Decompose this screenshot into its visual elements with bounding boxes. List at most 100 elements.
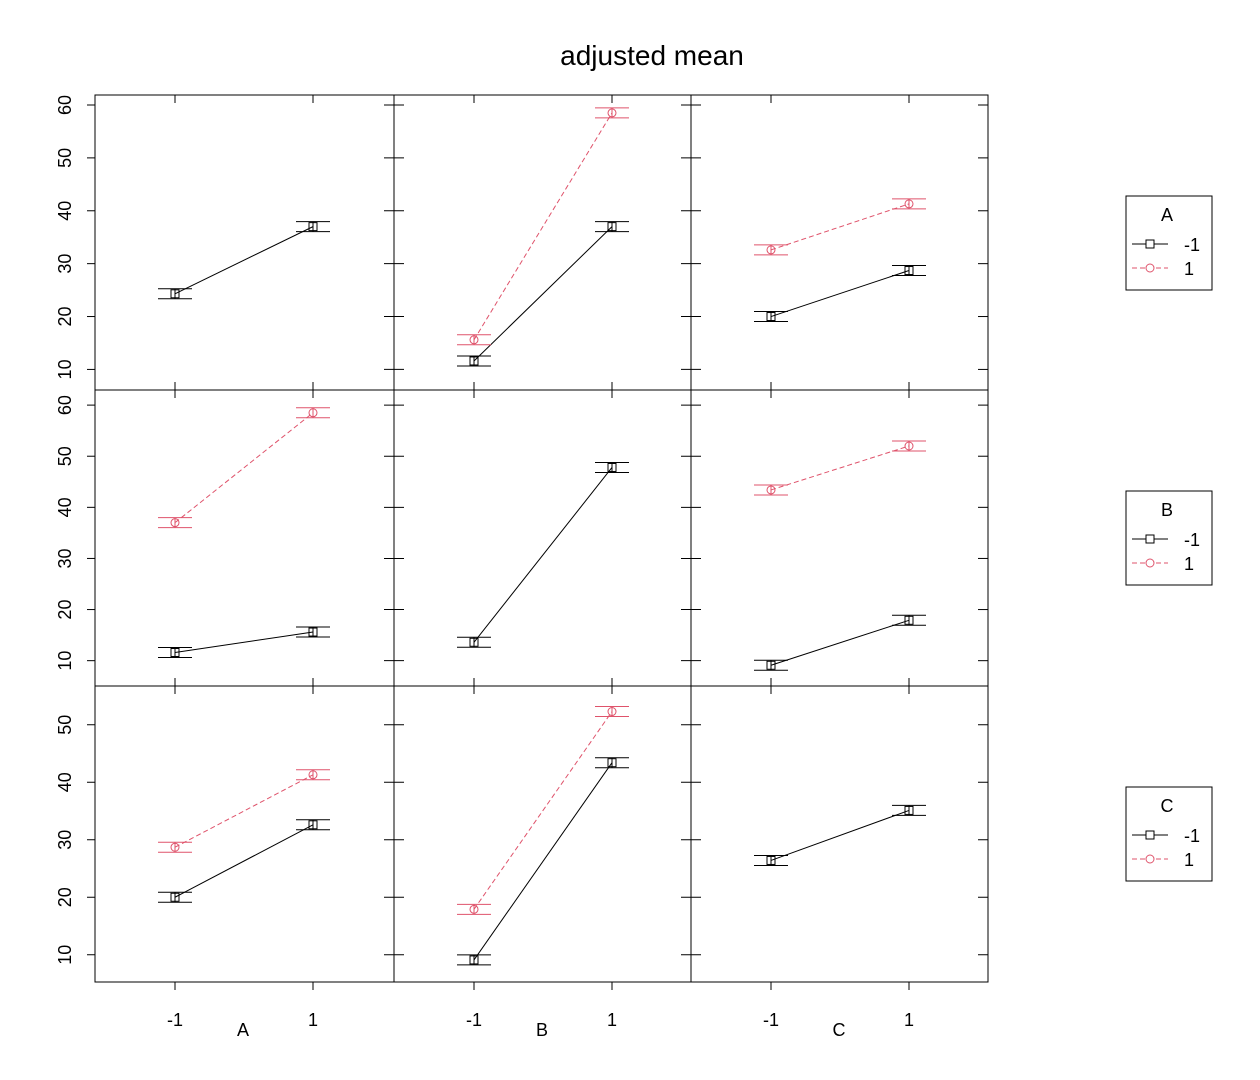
x-tick-label: 1	[904, 1010, 914, 1030]
x-tick-label: -1	[466, 1010, 482, 1030]
point-marker-square	[170, 289, 180, 299]
legend-title: C	[1161, 796, 1174, 816]
legend-marker-square	[1145, 239, 1155, 249]
legend-marker-circle	[1145, 558, 1155, 568]
y-tick-label: 10	[55, 651, 75, 671]
point-marker-square	[308, 627, 318, 637]
y-tick-label: 40	[55, 201, 75, 221]
series-line-level-1	[770, 203, 910, 251]
y-tick-label: 50	[55, 446, 75, 466]
series-line-level-minus1	[174, 226, 314, 295]
legend-box	[1125, 786, 1213, 882]
point-marker-square	[766, 312, 776, 322]
y-tick-label: 30	[55, 830, 75, 850]
series-line-level-minus1	[770, 619, 910, 666]
panel-frame	[690, 389, 989, 687]
point-marker-square	[469, 356, 479, 366]
y-tick-label: 20	[55, 887, 75, 907]
y-tick-label: 30	[55, 548, 75, 568]
point-marker-circle	[308, 770, 318, 780]
series-line-level-1	[174, 774, 314, 848]
legend-box	[1125, 195, 1213, 291]
series-line-level-minus1	[473, 467, 613, 643]
point-marker-circle	[469, 335, 479, 345]
point-marker-circle	[904, 441, 914, 451]
point-marker-square	[904, 615, 914, 625]
legend-entry-label: 1	[1184, 850, 1194, 870]
y-tick-label: 60	[55, 395, 75, 415]
series-line-level-minus1	[770, 270, 910, 318]
point-marker-square	[607, 758, 617, 768]
point-marker-circle	[766, 245, 776, 255]
series-line-level-1	[174, 412, 314, 524]
y-tick-label: 10	[55, 945, 75, 965]
legend-marker-circle	[1145, 854, 1155, 864]
point-marker-square	[607, 462, 617, 472]
point-marker-square	[469, 637, 479, 647]
x-axis-label: C	[833, 1020, 846, 1040]
legend-marker-circle	[1145, 263, 1155, 273]
chart-title: adjusted mean	[560, 40, 744, 71]
point-marker-circle	[904, 199, 914, 209]
series-line-level-minus1	[473, 762, 613, 961]
y-tick-label: 50	[55, 148, 75, 168]
point-marker-square	[904, 805, 914, 815]
legend-box	[1125, 490, 1213, 586]
y-tick-label: 60	[55, 95, 75, 115]
y-tick-label: 20	[55, 600, 75, 620]
point-marker-circle	[607, 108, 617, 118]
panel-frame	[393, 685, 692, 983]
x-tick-label: 1	[308, 1010, 318, 1030]
legend-entry-label: 1	[1184, 259, 1194, 279]
y-tick-label: 40	[55, 497, 75, 517]
panel-frame	[690, 685, 989, 983]
point-marker-circle	[170, 518, 180, 528]
legend-entry-label: -1	[1184, 826, 1200, 846]
panel-frame	[393, 94, 692, 391]
panel-frame	[690, 94, 989, 391]
point-marker-circle	[308, 408, 318, 418]
y-tick-label: 20	[55, 307, 75, 327]
x-tick-label: 1	[607, 1010, 617, 1030]
panel-frame	[94, 685, 395, 983]
point-marker-circle	[469, 904, 479, 914]
point-marker-square	[308, 222, 318, 232]
point-marker-circle	[766, 485, 776, 495]
series-line-level-1	[473, 112, 613, 341]
series-line-level-minus1	[770, 809, 910, 861]
legend-entry-label: 1	[1184, 554, 1194, 574]
point-marker-square	[904, 266, 914, 276]
x-axis-label: A	[237, 1020, 249, 1040]
y-tick-label: 30	[55, 254, 75, 274]
legend-title: B	[1161, 500, 1173, 520]
series-line-level-minus1	[174, 631, 314, 653]
series-line-level-1	[770, 445, 910, 491]
x-axis-label: B	[536, 1020, 548, 1040]
x-tick-label: -1	[763, 1010, 779, 1030]
point-marker-circle	[170, 842, 180, 852]
panel-frame	[393, 389, 692, 687]
point-marker-circle	[607, 707, 617, 717]
legend-title: A	[1161, 205, 1173, 225]
point-marker-square	[308, 820, 318, 830]
series-line-level-minus1	[174, 824, 314, 898]
legend-marker-square	[1145, 830, 1155, 840]
panel-frame	[94, 94, 395, 391]
point-marker-square	[766, 855, 776, 865]
series-line-level-1	[473, 711, 613, 910]
point-marker-square	[766, 660, 776, 670]
panel-frame	[94, 389, 395, 687]
point-marker-square	[607, 222, 617, 232]
y-tick-label: 50	[55, 715, 75, 735]
legend-entry-label: -1	[1184, 530, 1200, 550]
point-marker-square	[170, 892, 180, 902]
series-line-level-minus1	[473, 226, 613, 362]
point-marker-square	[170, 647, 180, 657]
x-tick-label: -1	[167, 1010, 183, 1030]
point-marker-square	[469, 955, 479, 965]
legend-entry-label: -1	[1184, 235, 1200, 255]
y-tick-label: 40	[55, 772, 75, 792]
y-tick-label: 10	[55, 359, 75, 379]
legend-marker-square	[1145, 534, 1155, 544]
